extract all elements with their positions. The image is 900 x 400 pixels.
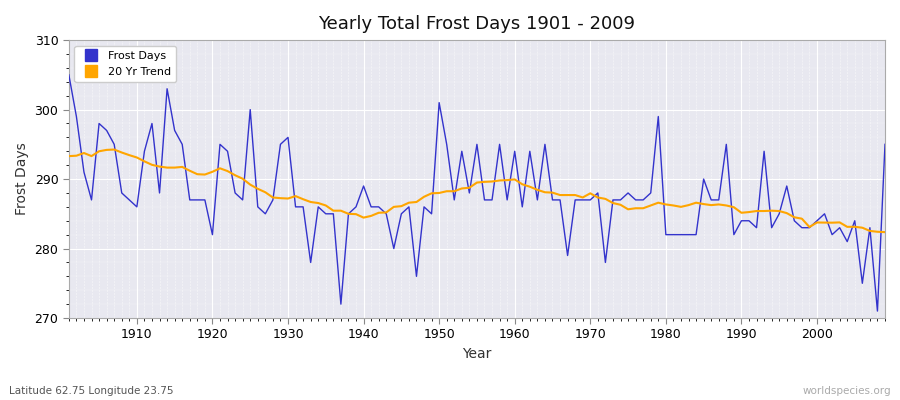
20 Yr Trend [509, 177, 520, 182]
Frost Days [879, 142, 890, 147]
Frost Days [63, 72, 74, 77]
20 Yr Trend [517, 182, 527, 187]
Frost Days [600, 260, 611, 265]
Title: Yearly Total Frost Days 1901 - 2009: Yearly Total Frost Days 1901 - 2009 [319, 15, 635, 33]
20 Yr Trend [608, 201, 618, 206]
20 Yr Trend [343, 212, 354, 216]
Y-axis label: Frost Days: Frost Days [15, 143, 29, 216]
20 Yr Trend [63, 154, 74, 158]
Frost Days [872, 309, 883, 314]
Text: worldspecies.org: worldspecies.org [803, 386, 891, 396]
20 Yr Trend [109, 147, 120, 152]
X-axis label: Year: Year [463, 347, 491, 361]
20 Yr Trend [298, 197, 309, 202]
20 Yr Trend [131, 155, 142, 160]
Frost Days [290, 204, 301, 209]
Text: Latitude 62.75 Longitude 23.75: Latitude 62.75 Longitude 23.75 [9, 386, 174, 396]
Frost Days [509, 149, 520, 154]
Line: Frost Days: Frost Days [68, 75, 885, 311]
20 Yr Trend [879, 230, 890, 234]
Line: 20 Yr Trend: 20 Yr Trend [68, 150, 885, 232]
Frost Days [124, 198, 135, 202]
Frost Days [336, 302, 346, 306]
Frost Days [502, 198, 513, 202]
Legend: Frost Days, 20 Yr Trend: Frost Days, 20 Yr Trend [75, 46, 176, 82]
